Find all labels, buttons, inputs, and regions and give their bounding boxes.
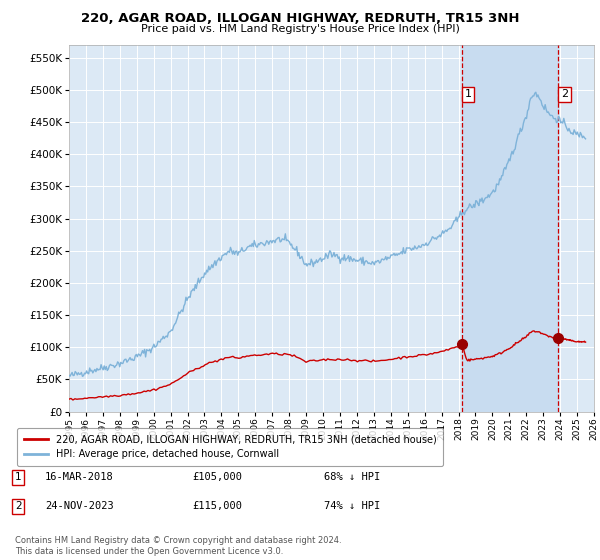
Text: 2: 2 bbox=[15, 501, 22, 511]
Text: 2: 2 bbox=[561, 89, 568, 99]
Text: 74% ↓ HPI: 74% ↓ HPI bbox=[324, 501, 380, 511]
Text: 1: 1 bbox=[15, 472, 22, 482]
Text: 16-MAR-2018: 16-MAR-2018 bbox=[45, 472, 114, 482]
Text: 220, AGAR ROAD, ILLOGAN HIGHWAY, REDRUTH, TR15 3NH: 220, AGAR ROAD, ILLOGAN HIGHWAY, REDRUTH… bbox=[81, 12, 519, 25]
Bar bbox=[462, 45, 559, 412]
Text: Price paid vs. HM Land Registry's House Price Index (HPI): Price paid vs. HM Land Registry's House … bbox=[140, 24, 460, 34]
Text: 1: 1 bbox=[464, 89, 472, 99]
Text: 68% ↓ HPI: 68% ↓ HPI bbox=[324, 472, 380, 482]
Text: £105,000: £105,000 bbox=[192, 472, 242, 482]
Text: Contains HM Land Registry data © Crown copyright and database right 2024.
This d: Contains HM Land Registry data © Crown c… bbox=[15, 536, 341, 556]
Legend: 220, AGAR ROAD, ILLOGAN HIGHWAY, REDRUTH, TR15 3NH (detached house), HPI: Averag: 220, AGAR ROAD, ILLOGAN HIGHWAY, REDRUTH… bbox=[17, 428, 443, 466]
Text: 24-NOV-2023: 24-NOV-2023 bbox=[45, 501, 114, 511]
Text: £115,000: £115,000 bbox=[192, 501, 242, 511]
